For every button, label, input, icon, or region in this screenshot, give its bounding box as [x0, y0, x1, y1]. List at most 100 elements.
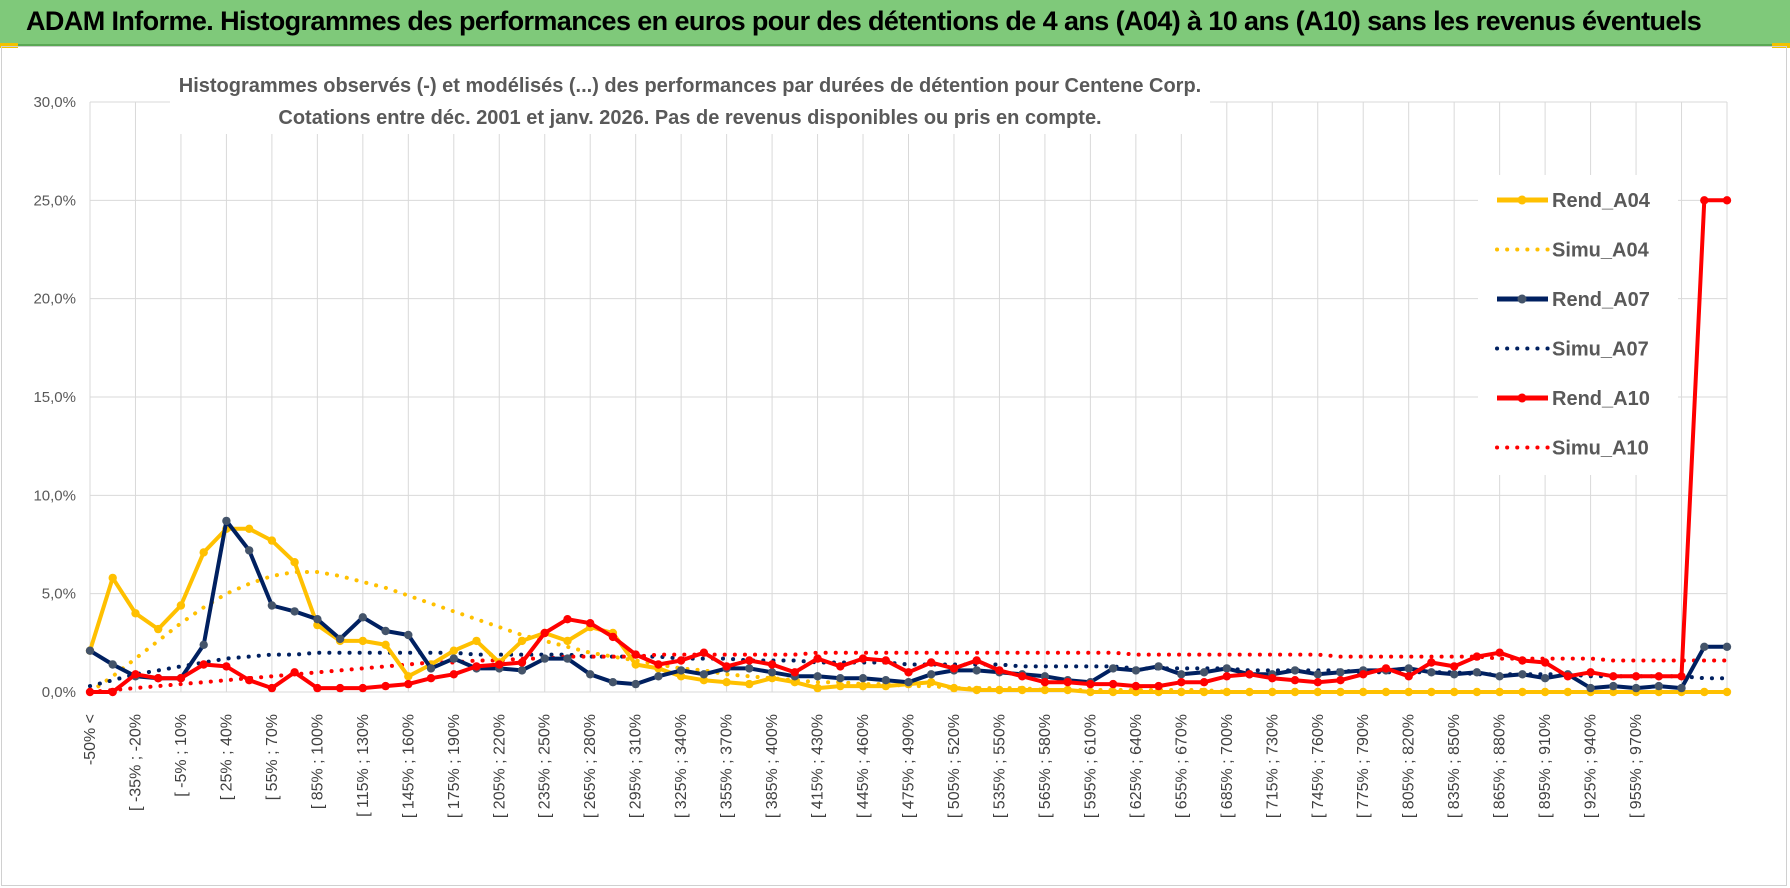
- data-point-Rend_A07: [540, 654, 549, 663]
- data-point-Rend_A04: [949, 683, 959, 693]
- data-point-Rend_A04: [267, 536, 277, 545]
- x-tick-label: [ 925% ; 940%: [1583, 714, 1600, 818]
- data-point-Rend_A07: [586, 670, 595, 679]
- x-tick-label: [ 295% ; 310%: [628, 714, 645, 818]
- x-tick-label: [ 145% ; 160%: [400, 714, 417, 818]
- data-point-Rend_A07: [245, 546, 254, 555]
- data-point-Rend_A10: [245, 676, 254, 685]
- chart-title-block: Histogrammes observés (-) et modélisés (…: [170, 66, 1210, 134]
- data-point-Rend_A07: [1450, 670, 1459, 679]
- data-point-Rend_A04: [927, 678, 936, 687]
- legend-item-Simu_A04: Simu_A04: [1495, 240, 1650, 262]
- x-tick-label: [ 955% ; 970%: [1628, 714, 1645, 818]
- legend-label: Simu_A07: [1552, 339, 1649, 361]
- data-point-Rend_A04: [1131, 687, 1141, 697]
- series-line-Simu_A10: [88, 650, 1729, 694]
- data-point-Rend_A04: [767, 674, 777, 683]
- legend-item-Simu_A10: Simu_A10: [1495, 438, 1649, 460]
- data-point-Rend_A07: [517, 666, 527, 675]
- x-tick-label: [ 895% ; 910%: [1537, 714, 1554, 818]
- x-tick-label: [ 355% ; 370%: [719, 714, 736, 818]
- data-point-Rend_A07: [1199, 668, 1209, 677]
- report-banner: ADAM Informe. Histogrammes des performan…: [0, 0, 1790, 46]
- y-tick-label: 15,0%: [33, 389, 76, 406]
- x-tick-label: [ 625% ; 640%: [1128, 714, 1145, 818]
- data-point-Rend_A04: [1563, 687, 1573, 697]
- data-point-Rend_A10: [1631, 672, 1641, 681]
- data-point-Rend_A04: [1086, 687, 1095, 697]
- data-point-Rend_A07: [85, 646, 95, 655]
- data-point-Rend_A04: [1018, 685, 1027, 695]
- x-tick-label: [ 595% ; 610%: [1082, 714, 1099, 818]
- data-point-Rend_A04: [1540, 687, 1550, 697]
- report-title: ADAM Informe. Histogrammes des performan…: [26, 6, 1702, 36]
- data-point-Rend_A07: [1677, 683, 1686, 693]
- x-tick-label: [ 235% ; 250%: [537, 714, 554, 818]
- data-point-Rend_A04: [1700, 687, 1709, 697]
- data-point-Rend_A10: [745, 656, 754, 665]
- data-point-Rend_A04: [1040, 685, 1050, 695]
- data-point-Rend_A04: [1722, 687, 1732, 697]
- x-tick-label: [ 445% ; 460%: [855, 714, 872, 818]
- data-point-Rend_A10: [267, 683, 277, 693]
- data-point-Rend_A04: [676, 672, 686, 681]
- data-point-Rend_A07: [267, 601, 277, 610]
- x-tick-label: [ 415% ; 430%: [810, 714, 827, 818]
- data-point-Rend_A04: [1336, 687, 1345, 697]
- data-point-Rend_A10: [1563, 672, 1573, 681]
- data-point-Rend_A07: [1722, 642, 1732, 651]
- chart-title-background: [170, 66, 1210, 134]
- data-point-Rend_A07: [858, 674, 868, 683]
- legend-label: Rend_A04: [1552, 190, 1651, 212]
- data-point-Rend_A10: [995, 666, 1004, 675]
- data-point-Rend_A10: [1108, 679, 1118, 689]
- data-point-Rend_A04: [1472, 687, 1482, 697]
- data-point-Rend_A10: [426, 674, 436, 683]
- data-point-Rend_A10: [1245, 670, 1254, 679]
- data-point-Rend_A07: [972, 666, 981, 675]
- data-point-Rend_A10: [722, 662, 731, 671]
- legend-label: Simu_A10: [1552, 438, 1649, 460]
- data-point-Rend_A07: [1700, 642, 1709, 651]
- data-point-Rend_A04: [858, 681, 868, 691]
- x-tick-label: [ 685% ; 700%: [1219, 714, 1236, 818]
- data-point-Rend_A10: [472, 662, 481, 671]
- data-point-Rend_A10: [404, 679, 413, 689]
- data-point-Rend_A10: [1131, 681, 1141, 691]
- data-point-Rend_A04: [1609, 687, 1618, 697]
- data-point-Rend_A10: [517, 658, 527, 667]
- data-point-Rend_A04: [1359, 687, 1368, 697]
- y-tick-label: 5,0%: [42, 586, 76, 603]
- data-point-Rend_A04: [1495, 687, 1504, 697]
- data-point-Rend_A07: [108, 660, 117, 669]
- data-point-Rend_A04: [472, 636, 481, 646]
- data-point-Rend_A10: [1700, 196, 1709, 205]
- x-tick-label: [ 115% ; 130%: [355, 714, 372, 817]
- data-point-Rend_A04: [1427, 687, 1436, 697]
- data-point-Rend_A04: [1404, 687, 1413, 697]
- data-point-Rend_A10: [1722, 196, 1732, 205]
- series-Simu_A10: [88, 650, 1729, 694]
- data-point-Rend_A04: [1245, 687, 1254, 697]
- x-tick-label: [ 775% ; 790%: [1355, 714, 1372, 818]
- legend-label: Rend_A07: [1552, 289, 1650, 311]
- data-point-Rend_A10: [563, 615, 572, 624]
- data-point-Rend_A10: [858, 654, 868, 663]
- data-point-Rend_A07: [1131, 666, 1141, 675]
- data-point-Rend_A10: [1018, 672, 1027, 681]
- data-point-Rend_A07: [1290, 666, 1300, 675]
- data-point-Rend_A04: [108, 573, 117, 583]
- data-point-Rend_A04: [1313, 687, 1323, 697]
- data-point-Rend_A10: [631, 650, 640, 659]
- x-tick-label: [ 55% ; 70%: [264, 714, 281, 800]
- chart-title: Histogrammes observés (-) et modélisés (…: [179, 75, 1201, 97]
- data-point-Rend_A04: [1450, 687, 1459, 697]
- data-point-Rend_A10: [1518, 656, 1527, 665]
- x-tick-label: [ 85% ; 100%: [309, 714, 326, 809]
- data-point-Rend_A07: [1518, 670, 1527, 679]
- data-point-Rend_A10: [1609, 672, 1618, 681]
- x-tick-label: [ 325% ; 340%: [673, 714, 690, 818]
- x-axis-ticks: -50% < [ -35% ; -20% [ -5% ; 10% [ 25% ; 40…: [82, 714, 1645, 818]
- data-point-Rend_A04: [1154, 687, 1163, 697]
- data-point-Rend_A10: [199, 660, 208, 669]
